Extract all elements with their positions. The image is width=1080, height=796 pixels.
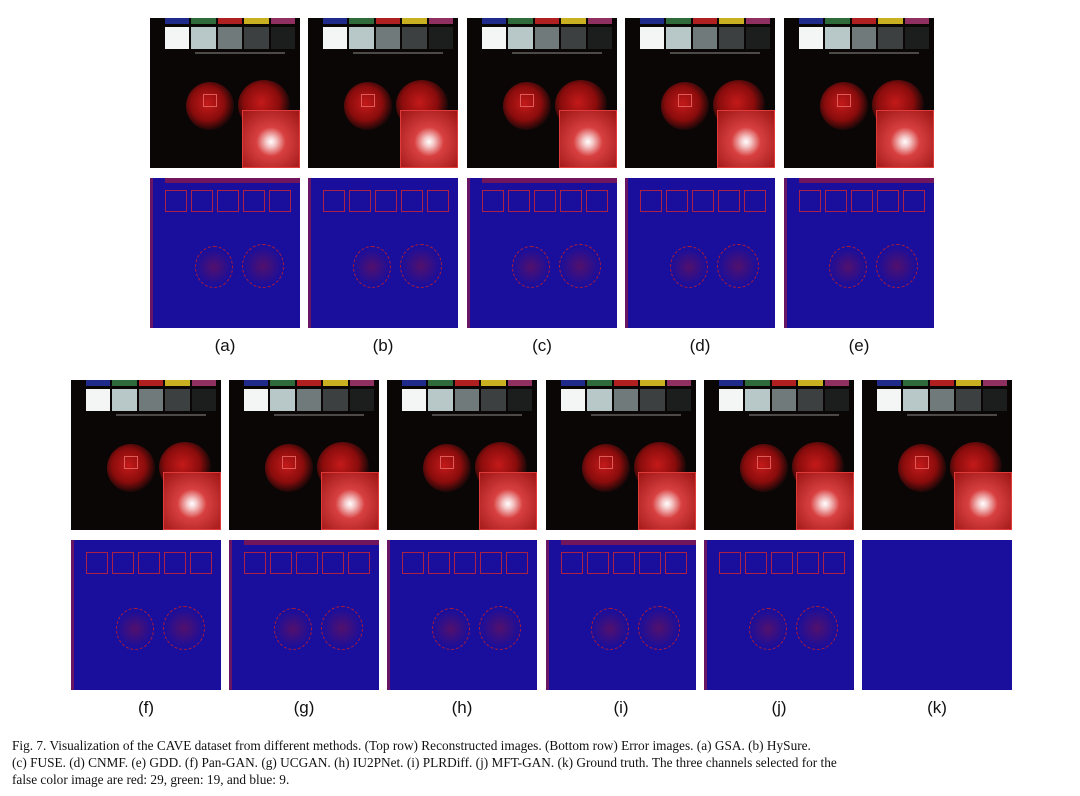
- error-image: [387, 540, 537, 690]
- panel-label: (a): [214, 336, 236, 355]
- panel-label: (k): [927, 698, 947, 717]
- reconstructed-image: [308, 18, 458, 168]
- error-image: [71, 540, 221, 690]
- reconstructed-image: [150, 18, 300, 168]
- reconstructed-image: [467, 18, 617, 168]
- reconstructed-image: [784, 18, 934, 168]
- panel-label: (g): [293, 698, 315, 717]
- reconstructed-image: [704, 380, 854, 530]
- panel-label: (i): [613, 698, 629, 717]
- error-image: [150, 178, 300, 328]
- error-image: [784, 178, 934, 328]
- reconstructed-image: [625, 18, 775, 168]
- reconstructed-image: [229, 380, 379, 530]
- reconstructed-image: [546, 380, 696, 530]
- panel-label: (e): [848, 336, 870, 355]
- panel-label: (b): [372, 336, 394, 355]
- error-image: [625, 178, 775, 328]
- error-image: [862, 540, 1012, 690]
- error-image: [229, 540, 379, 690]
- caption-line-3: false color image are red: 29, green: 19…: [12, 772, 290, 787]
- panel-label: (c): [532, 336, 552, 355]
- panel-label: (d): [689, 336, 711, 355]
- error-image: [308, 178, 458, 328]
- panel-label: (f): [137, 698, 155, 717]
- panel-label: (j): [771, 698, 787, 717]
- error-image: [704, 540, 854, 690]
- caption-line-2: (c) FUSE. (d) CNMF. (e) GDD. (f) Pan-GAN…: [12, 755, 837, 770]
- figure-caption: Fig. 7. Visualization of the CAVE datase…: [12, 737, 1072, 788]
- reconstructed-image: [387, 380, 537, 530]
- reconstructed-image: [71, 380, 221, 530]
- error-image: [467, 178, 617, 328]
- reconstructed-image: [862, 380, 1012, 530]
- error-image: [546, 540, 696, 690]
- caption-line-1: Fig. 7. Visualization of the CAVE datase…: [12, 738, 811, 753]
- panel-label: (h): [451, 698, 473, 717]
